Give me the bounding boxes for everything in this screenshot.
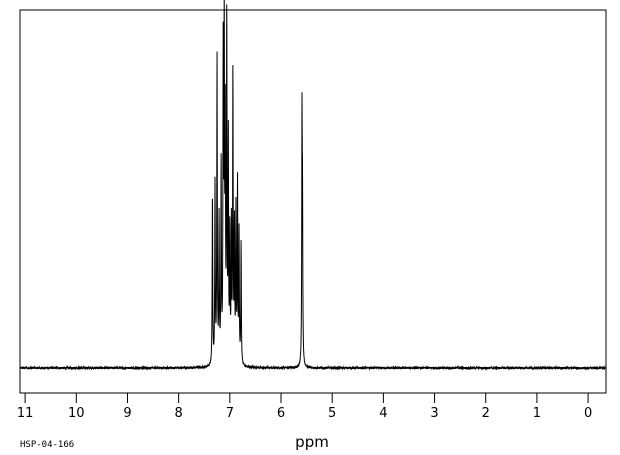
x-tick-label: 10 (68, 406, 85, 421)
x-tick-label: 11 (17, 406, 34, 421)
x-tick-label: 4 (379, 406, 387, 421)
x-axis-ticks (24, 393, 589, 403)
x-tick-label: 6 (277, 406, 285, 421)
x-axis-label: ppm (295, 433, 329, 451)
sample-code-label: HSP-04-166 (20, 440, 74, 450)
x-tick-label: 5 (328, 406, 336, 421)
x-tick-label: 7 (226, 406, 234, 421)
x-tick-label: 3 (430, 406, 438, 421)
spectrum-line (19, 0, 607, 371)
x-tick-label: 1 (533, 406, 541, 421)
x-tick-label: 2 (482, 406, 490, 421)
plot-frame (19, 9, 607, 394)
x-axis-tick-labels: 11 10 9 8 7 6 5 4 3 2 1 0 (17, 406, 592, 421)
x-tick-label: 9 (123, 406, 131, 421)
x-tick-label: 0 (584, 406, 592, 421)
x-tick-label: 8 (175, 406, 183, 421)
